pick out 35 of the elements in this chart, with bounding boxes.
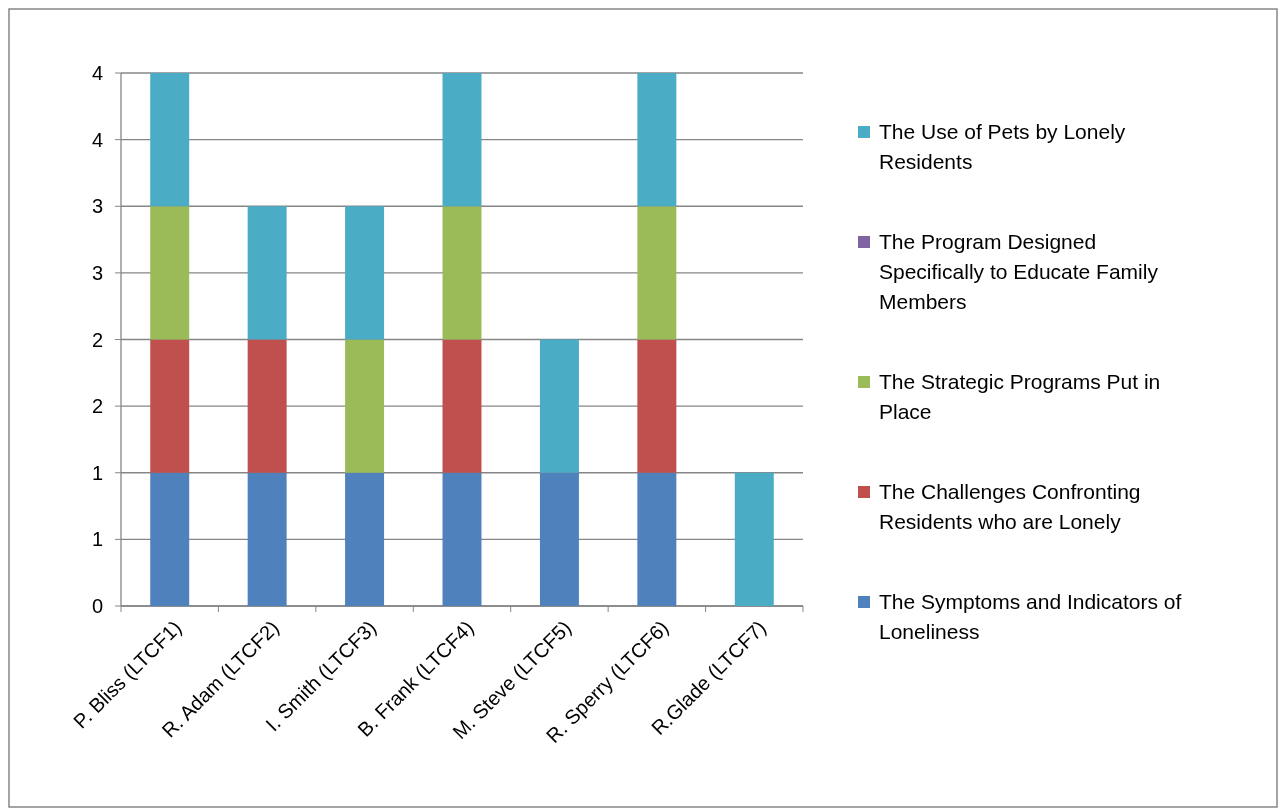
bar [150, 73, 190, 207]
bar [150, 339, 190, 473]
bar [442, 472, 482, 606]
bar [637, 73, 677, 207]
legend-label: The Challenges Confronting Residents who are Lonely [879, 480, 1141, 533]
bar [345, 472, 385, 606]
bar [247, 206, 287, 340]
bar [539, 472, 579, 606]
y-tick-label: 1 [91, 461, 103, 484]
bar [734, 472, 774, 606]
y-tick-label: 4 [91, 128, 103, 151]
y-tick-label: 3 [91, 195, 103, 218]
bar [345, 339, 385, 473]
bar [637, 472, 677, 606]
y-tick-label: 1 [91, 528, 103, 551]
bar [150, 472, 190, 606]
bar [539, 339, 579, 473]
bar [150, 206, 190, 340]
bar [637, 339, 677, 473]
bar [442, 339, 482, 473]
y-tick-label: 2 [91, 328, 103, 351]
bar [345, 206, 385, 340]
legend-label: The Use of Pets by Lonely Residents [879, 120, 1126, 173]
bar [247, 339, 287, 473]
y-tick-label: 2 [91, 395, 103, 418]
y-tick-label: 0 [91, 595, 103, 617]
bar [442, 206, 482, 340]
y-tick-label: 4 [91, 62, 103, 84]
bar [637, 206, 677, 340]
legend-label: The Symptoms and Indicators of Loneliness [879, 590, 1182, 643]
bar [442, 73, 482, 207]
legend-label: The Strategic Programs Put in Place [879, 370, 1161, 423]
y-tick-label: 3 [91, 261, 103, 284]
legend-label: The Program Designed Specifically to Educate Family Members [879, 230, 1159, 313]
bar [247, 472, 287, 606]
